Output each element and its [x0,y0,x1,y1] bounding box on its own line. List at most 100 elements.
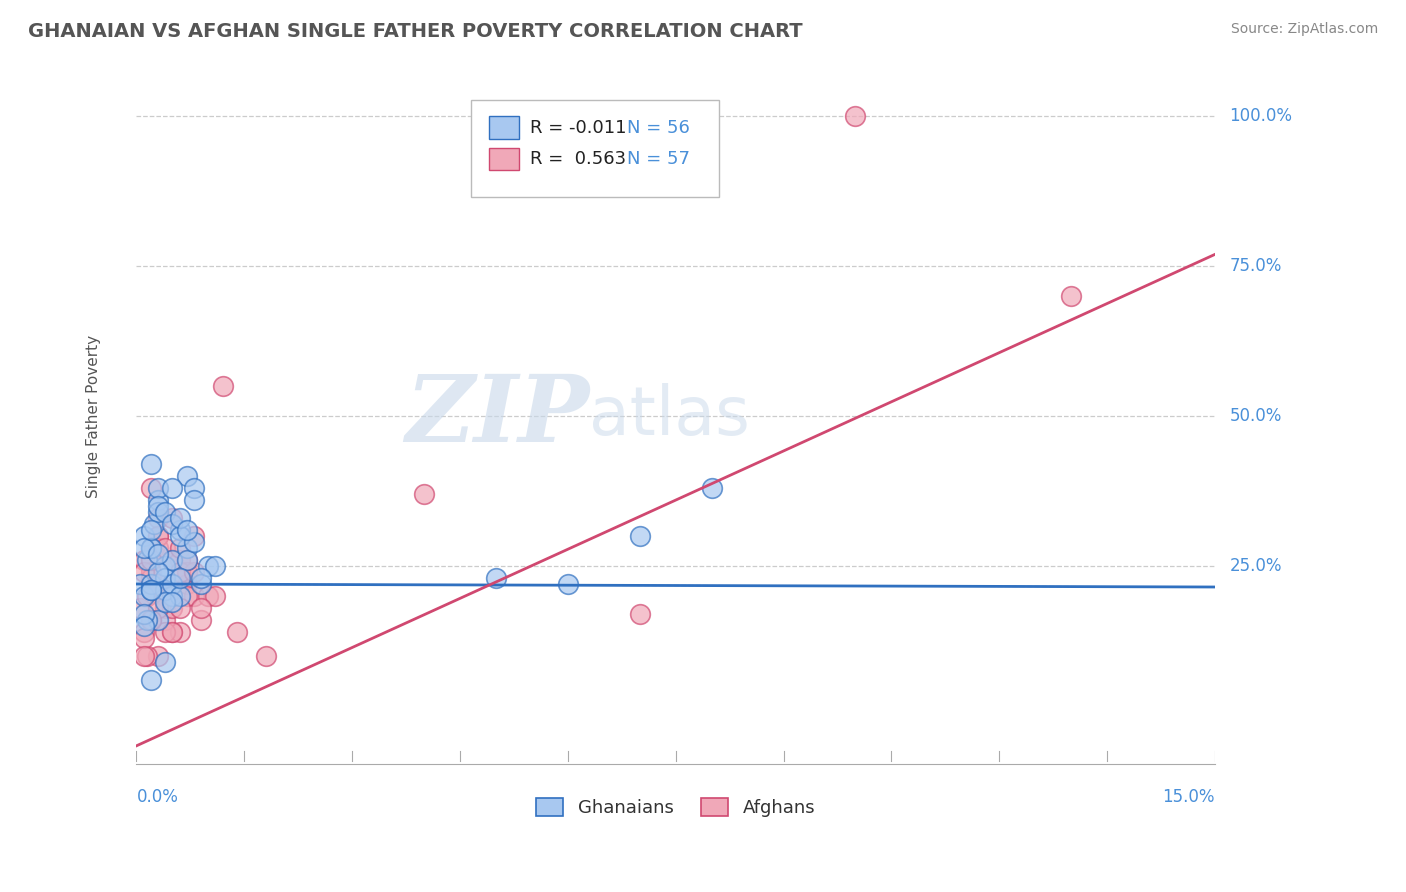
Point [139,457,162,471]
Point [162,624,184,639]
Point [169,553,191,567]
Point [132,631,155,645]
Point [162,511,184,525]
Point [176,589,198,603]
Point [139,582,162,597]
Point [132,607,155,621]
Text: N = 57: N = 57 [627,150,690,168]
Point [146,481,169,495]
Point [628,607,651,621]
Point [132,565,155,579]
Text: Single Father Poverty: Single Father Poverty [86,334,101,498]
Point [176,541,198,555]
Point [204,589,226,603]
Point [162,577,184,591]
Point [204,559,226,574]
Point [169,571,191,585]
Point [190,601,212,615]
Point [136,553,159,567]
Point [169,565,191,579]
Point [146,547,169,561]
Point [139,523,162,537]
Text: Source: ZipAtlas.com: Source: ZipAtlas.com [1230,22,1378,37]
Point [132,619,155,633]
Text: 0.0%: 0.0% [136,788,179,805]
Point [628,529,651,543]
Point [132,529,155,543]
Point [162,589,184,603]
Point [176,553,198,567]
Point [190,571,212,585]
Point [139,582,162,597]
Point [143,517,166,532]
Point [153,541,176,555]
Point [211,379,233,393]
Point [153,589,176,603]
Point [146,493,169,508]
Text: ZIP: ZIP [405,371,589,461]
Point [146,601,169,615]
Point [139,565,162,579]
Point [146,565,169,579]
Point [190,577,212,591]
Point [169,511,191,525]
Point [132,589,155,603]
Point [139,541,162,555]
Point [700,481,723,495]
Point [162,553,184,567]
Point [153,624,176,639]
Point [162,595,184,609]
Point [176,565,198,579]
Point [254,648,277,663]
Text: N = 56: N = 56 [627,119,690,136]
Point [169,541,191,555]
Point [190,613,212,627]
Point [413,487,436,501]
Point [1060,289,1083,303]
Text: GHANAIAN VS AFGHAN SINGLE FATHER POVERTY CORRELATION CHART: GHANAIAN VS AFGHAN SINGLE FATHER POVERTY… [28,22,803,41]
Point [139,613,162,627]
Legend: Ghanaians, Afghans: Ghanaians, Afghans [529,790,823,824]
Point [844,110,866,124]
Point [139,571,162,585]
Point [139,613,162,627]
Point [162,553,184,567]
Point [226,624,249,639]
Point [139,577,162,591]
Text: R =  0.563: R = 0.563 [530,150,626,168]
Point [169,601,191,615]
Point [183,481,205,495]
Point [146,648,169,663]
Point [132,553,155,567]
FancyBboxPatch shape [489,148,519,170]
FancyBboxPatch shape [471,100,718,197]
Point [183,589,205,603]
Point [162,601,184,615]
Point [146,577,169,591]
Point [153,559,176,574]
Point [176,577,198,591]
Point [153,505,176,519]
Point [176,523,198,537]
Point [136,589,159,603]
Point [162,481,184,495]
Point [146,529,169,543]
Point [176,469,198,483]
Point [153,655,176,669]
Point [136,648,159,663]
Point [146,529,169,543]
Point [153,582,176,597]
Point [153,571,176,585]
Point [183,529,205,543]
Point [162,517,184,532]
Point [146,613,169,627]
Point [162,624,184,639]
Point [153,595,176,609]
Point [153,601,176,615]
Point [485,571,508,585]
Point [197,589,219,603]
Point [139,613,162,627]
Point [139,673,162,687]
Point [183,535,205,549]
Point [132,648,155,663]
